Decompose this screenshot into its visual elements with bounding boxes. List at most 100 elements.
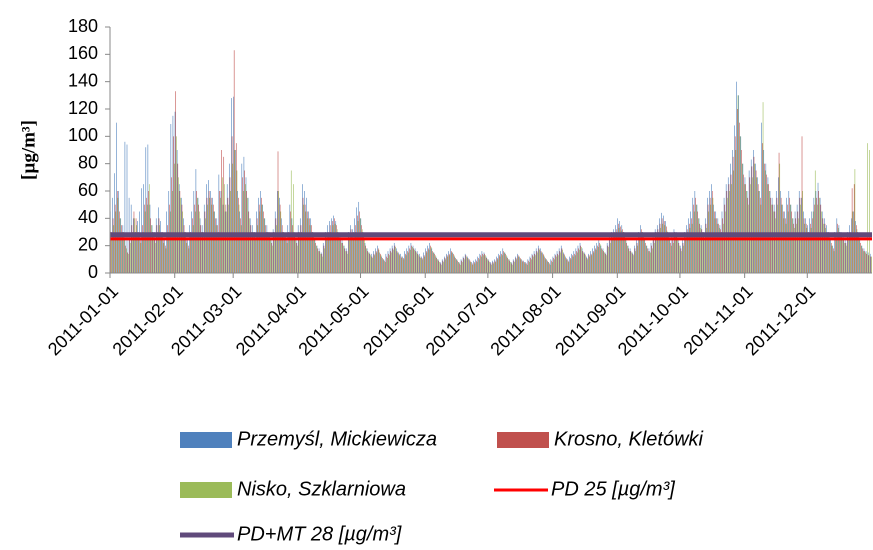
bar [750,184,751,273]
bar [822,218,824,273]
bar [407,251,408,273]
bar [861,245,863,273]
bar [469,259,470,273]
bar [379,252,380,273]
bar [544,256,545,273]
bar [634,245,635,273]
bar [167,232,169,273]
bar [457,260,458,273]
bar [443,262,444,273]
bar [546,259,547,273]
bar [392,248,394,273]
bar [270,238,271,273]
bar [142,232,144,273]
bar [201,225,203,273]
bar [334,223,336,273]
bar [524,263,526,273]
bar [697,211,698,273]
bar [434,253,435,273]
bar [690,211,691,273]
bar [414,248,416,273]
bar [617,218,618,273]
bar [451,252,453,273]
bar [663,215,664,273]
bar [430,245,431,273]
bar [228,163,230,273]
bar [165,248,167,273]
bar [245,184,246,273]
bar [530,257,531,273]
bar [535,255,536,273]
bar [730,163,731,273]
bar [496,257,498,273]
bar [652,248,653,273]
bar [241,163,243,273]
bar [845,242,847,273]
bar [666,226,667,273]
bar [265,225,266,273]
bar [454,256,456,273]
bar [849,232,851,273]
bar [549,263,550,273]
bar [310,218,312,273]
bar [155,218,157,273]
bar [694,191,696,273]
bar [711,191,713,273]
bar [190,234,192,273]
bar [867,252,869,273]
bar [507,257,508,273]
bar [311,225,312,273]
bar [437,259,438,273]
bar [372,257,373,273]
bar [590,251,591,273]
bar [122,225,124,273]
bar [525,262,527,273]
bar [366,248,368,273]
bar [186,242,188,273]
bar [858,234,859,273]
bar [194,211,196,273]
bar [202,232,204,273]
bar [558,255,559,273]
bar [828,232,829,273]
bar [643,234,644,273]
bar [133,211,135,273]
bar [846,245,847,273]
bar [448,253,450,273]
bar [796,223,797,273]
bar [575,248,577,273]
bar [666,230,668,273]
bar [315,242,316,273]
bar [709,191,710,273]
bar [736,81,737,274]
bar [402,256,403,273]
bar [250,225,252,273]
bar [226,211,227,273]
bar [208,180,209,273]
bar [763,150,765,273]
bar [407,252,409,273]
bar [503,251,504,273]
bar [368,252,370,273]
bar [619,221,620,273]
bar [344,248,346,273]
bar [367,251,369,273]
bar [802,191,804,273]
bar [826,232,828,273]
bar [349,238,350,273]
bar [517,253,518,273]
bar [836,218,838,273]
bar [839,234,841,273]
bar [572,256,574,273]
bar [354,218,355,273]
bar [264,218,266,273]
bar [361,225,362,273]
bar [505,255,507,273]
bar [121,232,123,273]
bar [571,253,572,273]
bar [618,223,619,273]
bar [341,242,342,273]
bar [604,252,606,273]
bar [862,248,863,273]
bar [717,218,719,273]
